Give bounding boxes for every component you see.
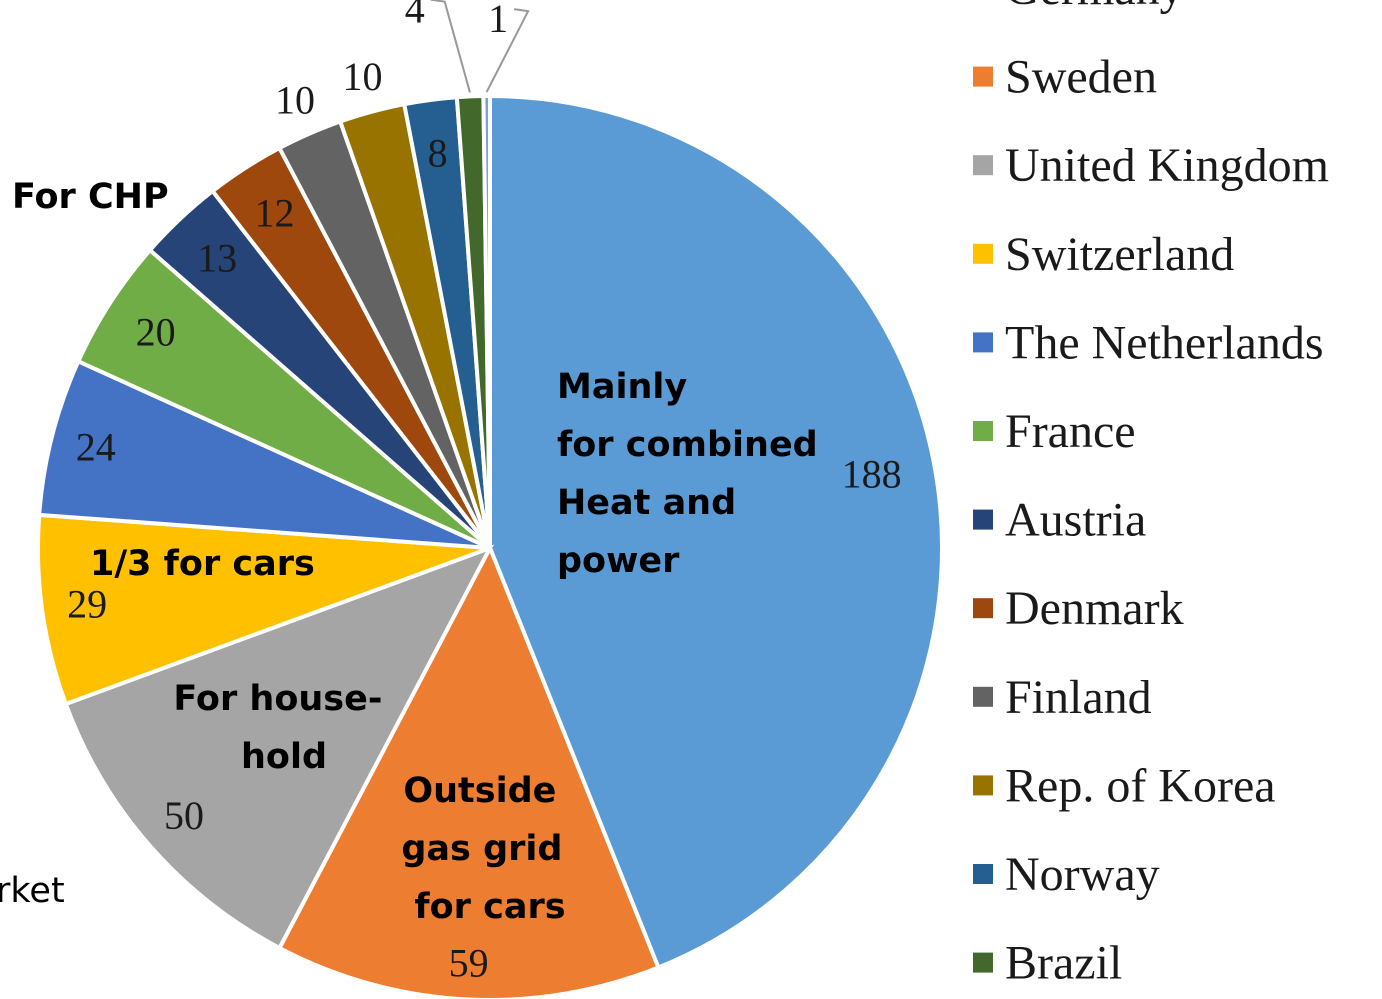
data-label: 12: [255, 191, 295, 236]
annotation: rket: [0, 871, 65, 911]
leader-line: [485, 8, 530, 93]
annotation: For house- hold: [173, 679, 394, 777]
annotation: 1/3 for cars: [90, 544, 315, 584]
data-label: 1: [488, 0, 508, 41]
data-label: 59: [449, 940, 489, 985]
annotation: Outside gas grid for cars: [401, 771, 574, 927]
legend-label: Switzerland: [1005, 228, 1234, 281]
annotation-line: rket: [0, 871, 65, 911]
annotation-line: Outside: [403, 771, 556, 811]
legend-swatch: [973, 509, 993, 530]
data-label: 8: [428, 131, 448, 176]
legend-swatch: [973, 421, 993, 441]
legend-label: United Kingdom: [1005, 139, 1329, 192]
data-label: 10: [275, 78, 315, 123]
pie-slice: [36, 512, 491, 707]
legend-swatch: [973, 155, 993, 176]
annotation-line: for combined: [557, 425, 818, 465]
annotation-line: For house-: [173, 679, 382, 719]
legend-swatch: [973, 864, 993, 884]
pie-slice: [488, 93, 944, 971]
legend-label: Rep. of Korea: [1005, 759, 1276, 812]
legend-swatch: [973, 952, 993, 973]
pie-slice: [37, 358, 491, 550]
pie-slice: [481, 93, 492, 549]
annotation-line: gas grid: [401, 829, 562, 869]
annotation-line: For CHP: [12, 177, 169, 217]
legend-label: France: [1005, 405, 1136, 458]
legend: Germany Sweden United Kingdom Switzerland Th…: [973, 0, 1329, 990]
data-label: 10: [343, 54, 383, 99]
pie-slice: [63, 544, 495, 951]
legend-label: Denmark: [1005, 582, 1184, 635]
data-label: 29: [67, 582, 107, 627]
legend-label: Sweden: [1005, 51, 1157, 104]
pie: [36, 93, 944, 999]
data-label: 188: [842, 451, 902, 496]
legend-swatch: [973, 598, 993, 619]
legend-label: Finland: [1005, 671, 1152, 724]
legend-label: Austria: [1005, 494, 1146, 547]
legend-label: Norway: [1005, 848, 1160, 901]
pie-slice: [276, 543, 661, 999]
legend-label: Brazil: [1005, 937, 1122, 990]
annotation-line: Heat and: [557, 483, 736, 523]
annotation: Mainly for combined Heat and power: [557, 367, 830, 581]
legend-label: The Netherlands: [1005, 316, 1324, 369]
legend-swatch: [973, 332, 993, 353]
annotation-line: hold: [241, 737, 327, 777]
legend-swatch: [973, 686, 993, 707]
annotation-line: power: [557, 541, 680, 581]
data-label: 20: [136, 310, 176, 355]
annotation-line: 1/3 for cars: [90, 544, 315, 584]
annotation-line: Mainly: [557, 367, 687, 407]
legend-swatch: [973, 775, 993, 796]
annotation-line: for cars: [414, 887, 565, 927]
data-label: 4: [405, 0, 425, 32]
legend-swatch: [973, 66, 993, 87]
data-label: 50: [164, 793, 204, 838]
data-label: 13: [197, 236, 237, 281]
data-label: 24: [76, 425, 116, 470]
annotation: For CHP: [12, 177, 169, 217]
leader-line: [430, 0, 471, 93]
legend-swatch: [973, 243, 993, 264]
legend-label: Germany: [1005, 0, 1184, 15]
data-labels: 188 59 50 29 24 20 13 12 10 10 8 4 1: [67, 0, 902, 985]
